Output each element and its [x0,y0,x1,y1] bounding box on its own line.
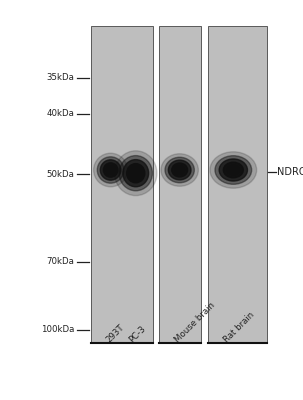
Ellipse shape [215,156,251,184]
Text: PC-3: PC-3 [127,324,147,344]
Ellipse shape [100,160,121,180]
Ellipse shape [123,160,148,187]
Ellipse shape [119,156,152,191]
Bar [159,26,201,342]
Ellipse shape [223,162,243,178]
Ellipse shape [106,166,115,174]
Text: 35kDa: 35kDa [46,74,74,82]
Text: Rat brain: Rat brain [222,310,257,344]
Ellipse shape [115,151,157,196]
Ellipse shape [94,153,128,187]
Text: 100kDa: 100kDa [41,326,74,334]
Ellipse shape [175,166,184,174]
Text: 293T: 293T [104,322,126,344]
Bar [208,26,267,342]
Text: 70kDa: 70kDa [46,258,74,266]
Ellipse shape [219,159,248,181]
Ellipse shape [168,160,191,180]
Ellipse shape [97,157,124,183]
Ellipse shape [103,163,118,177]
Text: 40kDa: 40kDa [46,110,74,118]
Ellipse shape [161,154,198,186]
Ellipse shape [130,168,141,179]
Ellipse shape [127,164,145,183]
Text: NDRG1: NDRG1 [277,167,303,177]
Text: 50kDa: 50kDa [46,170,74,178]
Bar [91,26,153,342]
Ellipse shape [172,163,188,177]
Ellipse shape [210,152,257,188]
Ellipse shape [165,157,194,183]
Text: Mouse brain: Mouse brain [173,300,217,344]
Ellipse shape [228,166,239,174]
